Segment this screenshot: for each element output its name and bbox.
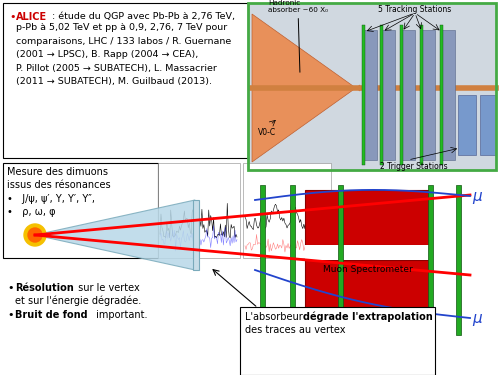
Bar (420, 30, 435, 160)
Text: •: • (7, 283, 14, 293)
Bar (440, 30, 455, 160)
Text: 2 Trigger Stations: 2 Trigger Stations (380, 162, 448, 171)
Bar (260, 185, 264, 335)
Bar (305, 245, 430, 260)
Bar (456, 185, 460, 335)
Circle shape (24, 224, 46, 246)
Text: Mesure des dimuons: Mesure des dimuons (7, 167, 108, 177)
Bar (480, 95, 496, 155)
FancyBboxPatch shape (3, 163, 158, 258)
Text: μ: μ (472, 189, 482, 204)
Text: ALICE: ALICE (16, 12, 47, 22)
Bar (362, 30, 377, 160)
Text: dégrade l'extrapolation: dégrade l'extrapolation (303, 312, 433, 322)
Bar (428, 185, 432, 335)
Text: Muon Spectrometer: Muon Spectrometer (323, 266, 413, 274)
Bar (290, 185, 294, 335)
Text: V0-C: V0-C (258, 128, 276, 137)
Text: important.: important. (93, 310, 148, 320)
Text: Bruit de fond: Bruit de fond (15, 310, 88, 320)
Bar (305, 190, 430, 245)
Bar (338, 185, 342, 335)
Text: issus des résonances: issus des résonances (7, 180, 110, 190)
Bar (400, 25, 403, 165)
Text: •   ρ, ω, φ: • ρ, ω, φ (7, 207, 56, 217)
Text: comparaisons, LHC / 133 labos / R. Guernane: comparaisons, LHC / 133 labos / R. Guern… (16, 36, 231, 45)
Text: et sur l'énergie dégradée.: et sur l'énergie dégradée. (15, 295, 142, 306)
Text: p-Pb à 5,02 TeV et pp à 0,9, 2,76, 7 TeV pour: p-Pb à 5,02 TeV et pp à 0,9, 2,76, 7 TeV… (16, 23, 227, 32)
Text: Hadronic
absorber ~60 X₀: Hadronic absorber ~60 X₀ (268, 0, 328, 72)
Bar (305, 260, 430, 315)
Bar (440, 25, 443, 165)
Text: L'absorbeur: L'absorbeur (245, 312, 306, 322)
Bar (420, 25, 423, 165)
Text: μ: μ (472, 310, 482, 326)
Text: sur le vertex: sur le vertex (75, 283, 140, 293)
Bar (362, 25, 365, 165)
Circle shape (28, 228, 42, 242)
FancyBboxPatch shape (240, 307, 435, 375)
Bar (248, 3, 496, 170)
Text: P. Pillot (2005 → SUBATECH), L. Massacrier: P. Pillot (2005 → SUBATECH), L. Massacri… (16, 63, 217, 72)
Text: (2011 → SUBATECH), M. Guilbaud (2013).: (2011 → SUBATECH), M. Guilbaud (2013). (16, 77, 212, 86)
Bar (458, 95, 476, 155)
Text: •: • (7, 310, 14, 320)
Bar (243, 163, 331, 258)
Bar (158, 163, 240, 258)
Text: (2001 → LPSC), B. Rapp (2004 → CEA),: (2001 → LPSC), B. Rapp (2004 → CEA), (16, 50, 198, 59)
Bar (380, 30, 395, 160)
Bar (380, 25, 383, 165)
FancyBboxPatch shape (3, 3, 248, 158)
Polygon shape (252, 14, 360, 162)
Polygon shape (35, 200, 195, 270)
Text: Résolution: Résolution (15, 283, 74, 293)
Text: des traces au vertex: des traces au vertex (245, 325, 346, 335)
Bar (193, 200, 199, 270)
Text: •: • (9, 12, 16, 22)
Bar (248, 3, 496, 170)
Text: •   J/ψ, ψ′, Y, Y′, Y″,: • J/ψ, ψ′, Y, Y′, Y″, (7, 194, 95, 204)
Bar (400, 30, 415, 160)
Text: 5 Tracking Stations: 5 Tracking Stations (378, 5, 452, 14)
Text: : étude du QGP avec Pb-Pb à 2,76 TeV,: : étude du QGP avec Pb-Pb à 2,76 TeV, (49, 12, 235, 21)
